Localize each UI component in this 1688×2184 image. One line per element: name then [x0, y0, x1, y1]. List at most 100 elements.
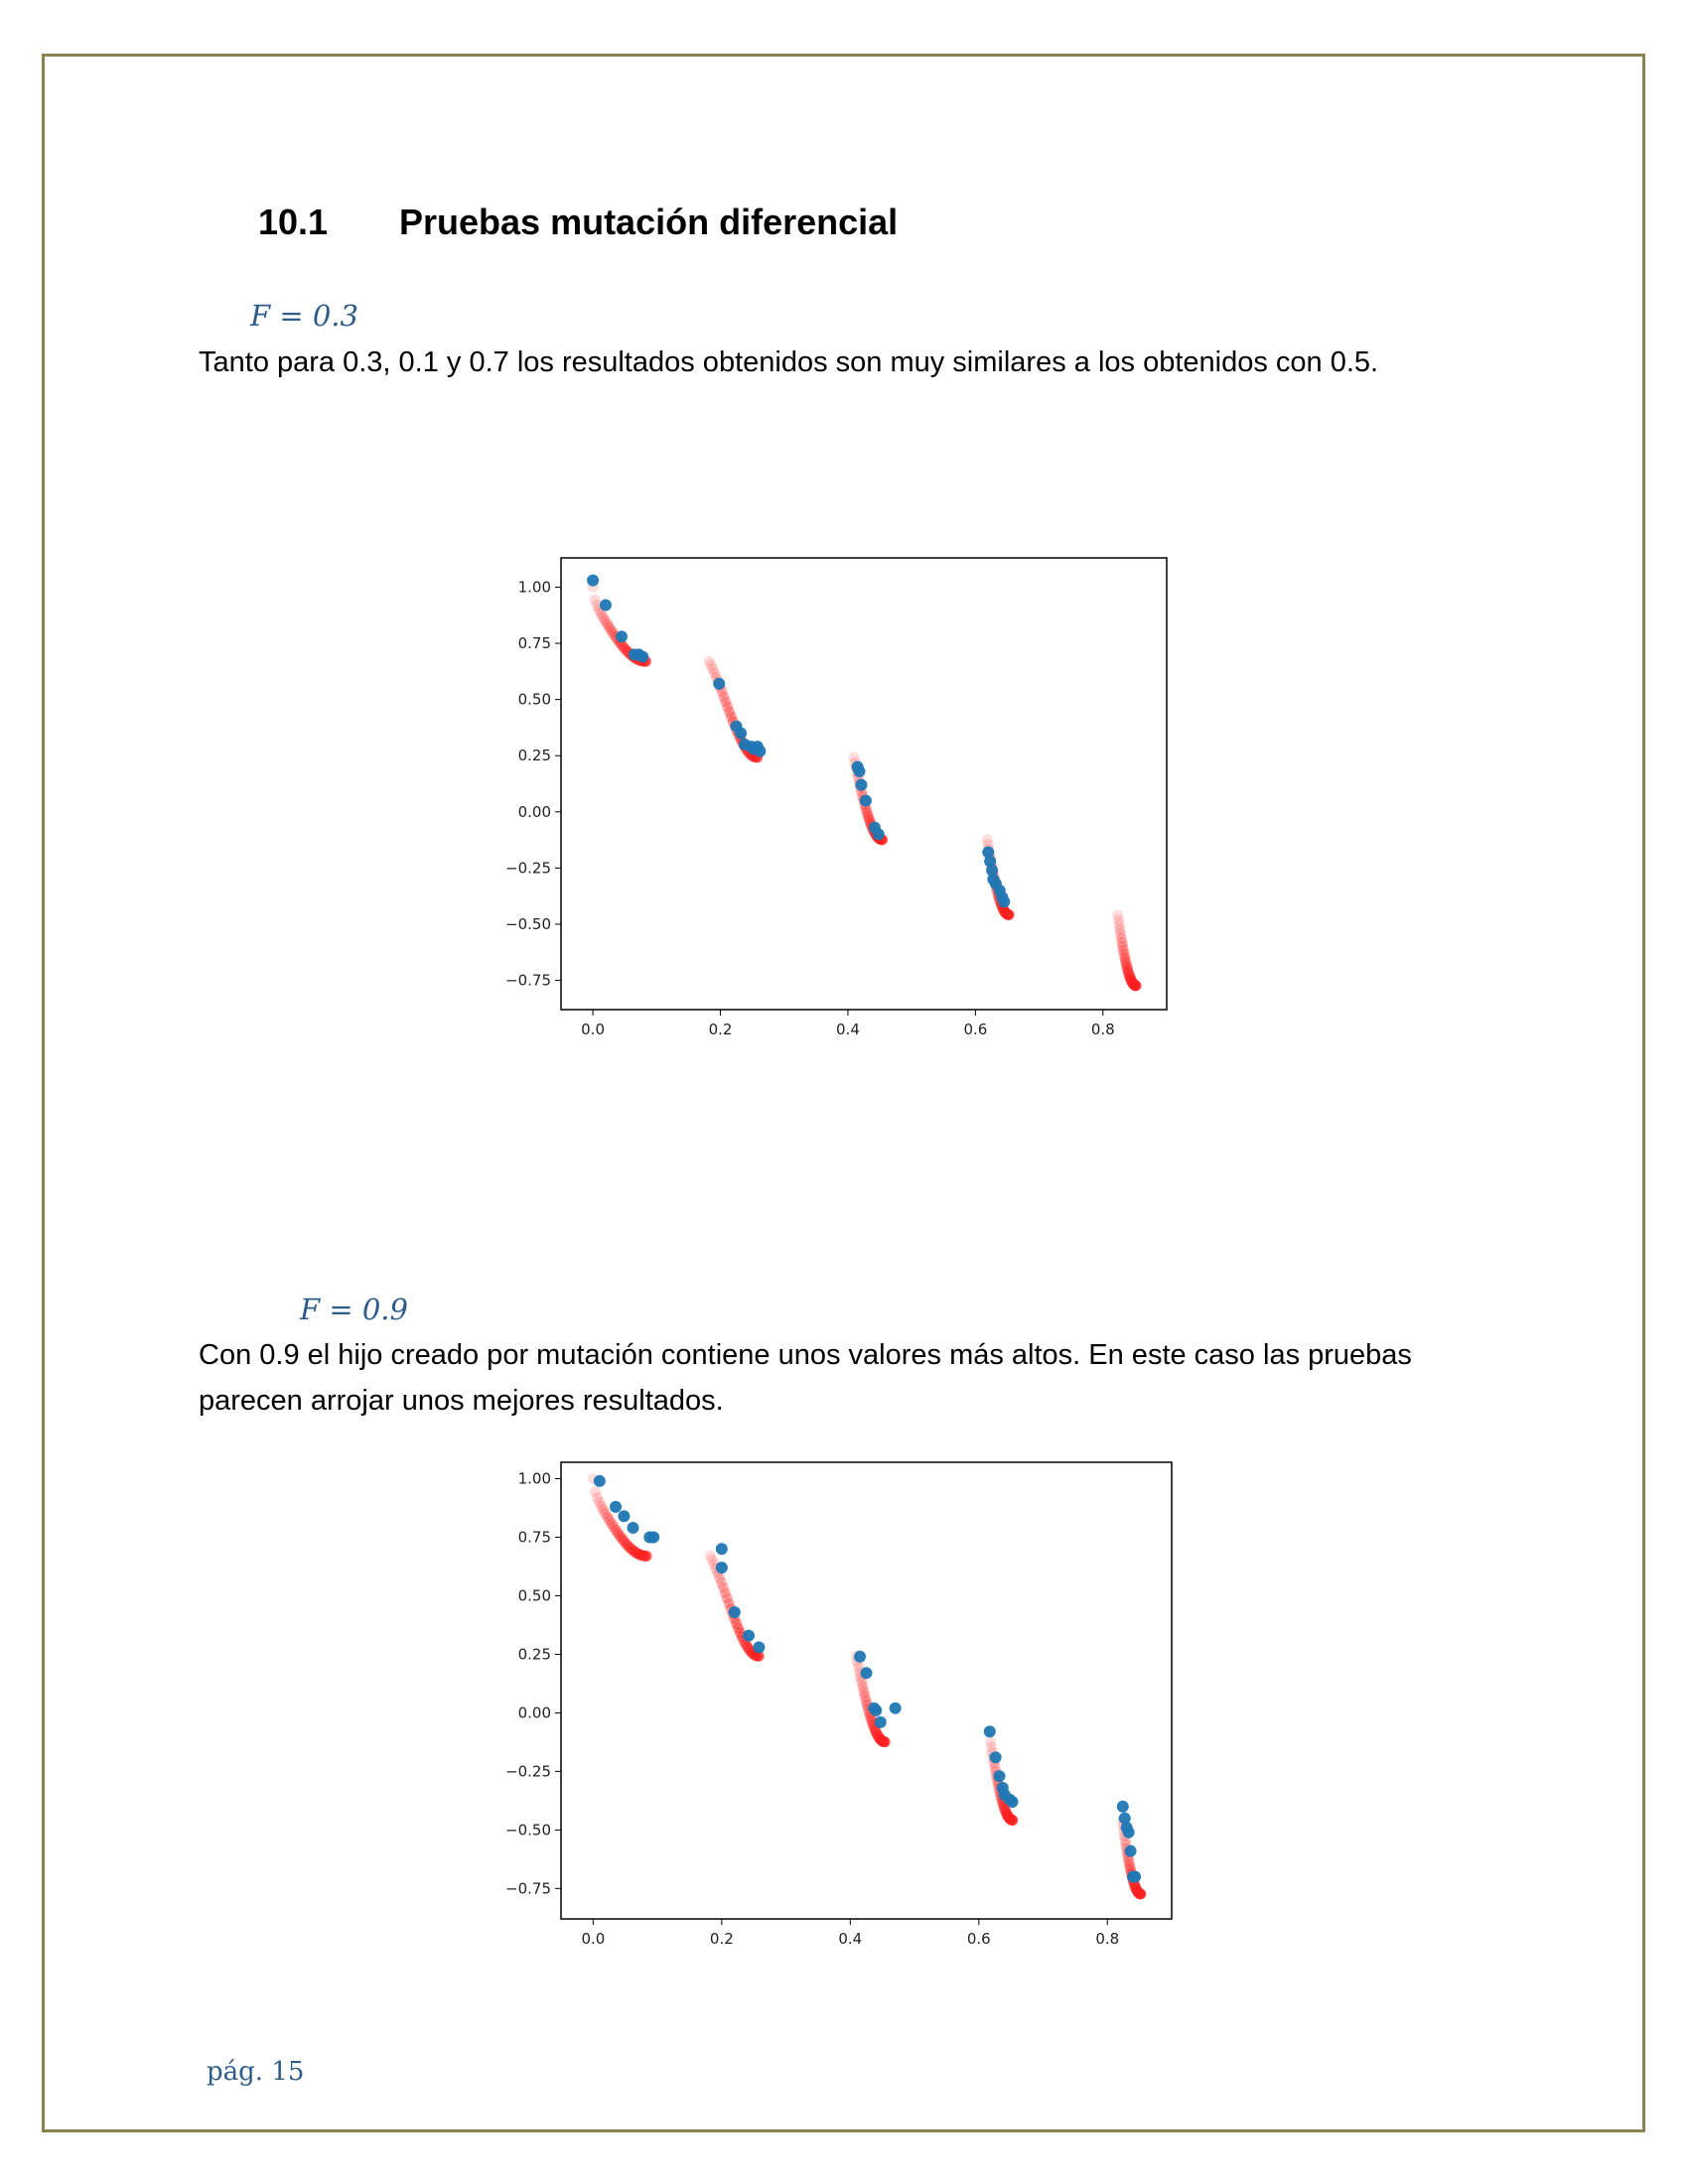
solution-point [984, 855, 997, 868]
solution-point [647, 1531, 660, 1544]
solution-series [593, 1474, 1142, 1883]
front-point [596, 1500, 608, 1512]
y-tick-label: 0.00 [518, 1704, 551, 1721]
front-point [1117, 944, 1129, 956]
section-heading: 10.1 Pruebas mutación diferencial [258, 202, 898, 243]
solution-point [872, 828, 885, 841]
front-point [703, 655, 715, 667]
y-tick-label: 0.25 [518, 1645, 551, 1663]
front-point [863, 813, 875, 825]
front-point [1120, 955, 1132, 967]
solution-point [983, 1725, 996, 1738]
solution-point [1124, 1844, 1137, 1857]
front-point [1116, 936, 1128, 948]
front-point [853, 1661, 865, 1673]
solution-point [610, 1500, 623, 1513]
front-point [606, 624, 618, 636]
front-point [861, 806, 873, 818]
front-point [731, 1617, 743, 1629]
front-point [594, 1496, 606, 1508]
y-tick-label: 1.00 [518, 1470, 551, 1488]
front-point [724, 706, 736, 718]
front-point [1114, 923, 1126, 935]
page-number: pág. 15 [207, 2057, 305, 2087]
x-tick-label: 0.2 [709, 1021, 733, 1038]
scatter-chart-f03: 0.0 0.2 0.4 0.6 0.8 1.00 0.75 0.50 0.25 0.00 −0.25… [505, 557, 1168, 1038]
front-point [879, 1736, 891, 1748]
front-point [1113, 919, 1125, 931]
front-point [589, 1486, 601, 1498]
scatter-chart-f09: 0.0 0.2 0.4 0.6 0.8 1.00 0.75 0.50 0.25 0.00 −0.25… [505, 1461, 1173, 1948]
front-point [1117, 941, 1129, 953]
front-point [598, 1504, 610, 1516]
subheading-f03: F = 0.3 [250, 299, 358, 333]
solution-point [753, 1641, 766, 1654]
solution-point [715, 1562, 728, 1574]
solution-point [715, 1543, 728, 1556]
front-point [1121, 961, 1133, 973]
solution-point [618, 1510, 631, 1523]
page-border [42, 54, 1645, 2132]
y-tick-label: 0.25 [518, 747, 551, 764]
front-point [1003, 909, 1015, 921]
front-point [704, 1550, 716, 1562]
front-point [601, 618, 613, 630]
front-point [985, 1736, 997, 1748]
solution-point [728, 1605, 741, 1618]
front-point [989, 1761, 1001, 1773]
front-point [857, 1681, 869, 1693]
solution-point [859, 794, 872, 807]
front-point [1119, 952, 1131, 964]
front-point [716, 1576, 728, 1588]
front-point [1123, 1858, 1135, 1870]
front-point [859, 1691, 871, 1703]
y-tick-label: −0.50 [505, 915, 551, 933]
y-tick-label: 0.75 [518, 1528, 551, 1546]
front-point [592, 1492, 604, 1504]
solution-point [854, 1650, 867, 1663]
front-point [604, 621, 616, 633]
paragraph-f09-line1: Con 0.9 el hijo creado por mutación cont… [199, 1339, 1412, 1371]
y-tick-label: −0.50 [505, 1821, 551, 1839]
y-tick-label: −0.25 [505, 1762, 551, 1780]
front-point [589, 594, 601, 606]
paragraph-f09-line2: parecen arrojar unos mejores resultados. [199, 1385, 724, 1417]
front-point [866, 1714, 878, 1726]
solution-point [599, 599, 612, 612]
plot-area [560, 557, 1168, 1011]
front-point [721, 1592, 733, 1604]
solution-point [713, 677, 726, 690]
front-point [1135, 1888, 1147, 1900]
solution-point [874, 1715, 887, 1728]
front-point [1007, 1815, 1019, 1827]
front-point [981, 834, 993, 846]
front-point [602, 1511, 614, 1523]
x-tick-label: 0.0 [581, 1930, 605, 1948]
front-point [848, 751, 860, 763]
front-point [707, 663, 719, 675]
y-tick-label: −0.25 [505, 859, 551, 877]
front-point [1113, 914, 1125, 926]
front-point [1120, 958, 1132, 970]
front-point [722, 701, 734, 713]
solution-point [743, 1629, 756, 1642]
y-tick-label: 0.50 [518, 1586, 551, 1604]
front-point [610, 1524, 622, 1536]
y-tick-label: −0.75 [505, 1879, 551, 1897]
section-title: Pruebas mutación diferencial [399, 202, 899, 242]
solution-point [735, 727, 748, 740]
front-point [714, 1571, 726, 1583]
front-point [1118, 948, 1130, 960]
solution-point [986, 864, 999, 877]
solution-point [1122, 1826, 1135, 1839]
front-point [706, 1554, 718, 1566]
x-tick-label: 0.8 [1091, 1021, 1115, 1038]
x-tick-label: 0.8 [1095, 1930, 1119, 1948]
front-point [753, 1650, 765, 1662]
solution-point [989, 1751, 1002, 1764]
front-point [1130, 980, 1142, 992]
y-tick-label: 0.50 [518, 691, 551, 709]
solution-point [1129, 1870, 1142, 1883]
front-point [604, 1515, 616, 1527]
y-tick-label: 0.75 [518, 634, 551, 652]
